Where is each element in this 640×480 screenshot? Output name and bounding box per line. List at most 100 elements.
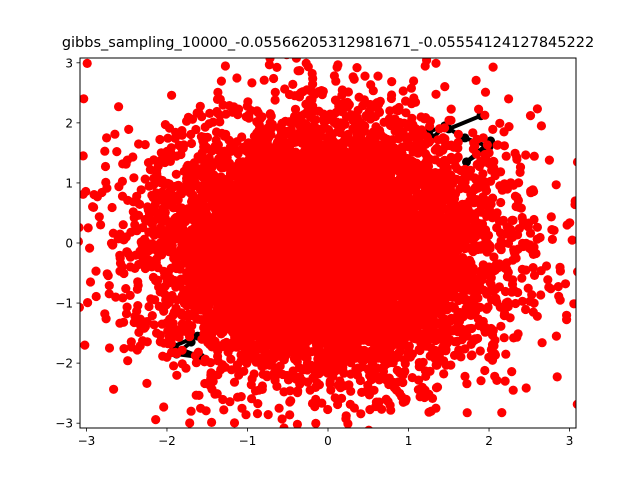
red-sample-point bbox=[474, 104, 484, 114]
red-sample-point bbox=[355, 375, 365, 386]
red-sample-point bbox=[373, 42, 382, 51]
red-sample-point bbox=[496, 197, 506, 208]
red-sample-point bbox=[496, 245, 506, 255]
red-sample-point bbox=[225, 397, 235, 407]
red-sample-point bbox=[303, 439, 312, 448]
red-sample-point bbox=[118, 293, 128, 303]
red-sample-point bbox=[280, 437, 289, 446]
red-sample-point bbox=[167, 90, 177, 100]
red-sample-point bbox=[4, 410, 13, 419]
red-sample-point bbox=[91, 291, 101, 302]
red-sample-point bbox=[551, 180, 561, 190]
red-sample-point bbox=[177, 359, 187, 369]
red-sample-point bbox=[63, 206, 72, 215]
red-sample-point bbox=[431, 89, 441, 99]
red-sample-point bbox=[118, 220, 128, 230]
red-sample-point bbox=[360, 71, 370, 81]
red-sample-point bbox=[350, 446, 359, 455]
red-sample-point bbox=[216, 76, 226, 86]
red-sample-point bbox=[270, 87, 280, 97]
red-sample-point bbox=[406, 83, 416, 93]
red-sample-point bbox=[440, 82, 450, 92]
red-sample-point bbox=[83, 298, 93, 308]
red-sample-point bbox=[462, 379, 472, 389]
red-sample-point bbox=[291, 58, 301, 63]
red-sample-point bbox=[247, 394, 257, 404]
red-sample-point bbox=[142, 378, 152, 388]
red-sample-point bbox=[279, 423, 289, 428]
red-sample-point bbox=[136, 185, 146, 195]
red-sample-point bbox=[314, 106, 324, 116]
red-sample-point bbox=[471, 75, 481, 85]
red-sample-point bbox=[311, 418, 321, 428]
red-sample-point bbox=[172, 370, 182, 380]
red-sample-point bbox=[468, 128, 478, 138]
red-sample-point bbox=[170, 133, 180, 143]
red-sample-point bbox=[392, 365, 402, 375]
red-sample-point bbox=[528, 263, 538, 273]
red-sample-point bbox=[191, 358, 201, 368]
red-sample-point bbox=[472, 149, 482, 159]
red-sample-point bbox=[480, 110, 490, 120]
red-sample-point bbox=[572, 399, 576, 409]
red-sample-point bbox=[323, 404, 333, 415]
red-sample-point bbox=[409, 76, 419, 86]
red-sample-point bbox=[80, 94, 89, 104]
red-sample-point bbox=[507, 367, 517, 377]
red-sample-point bbox=[117, 191, 128, 201]
red-sample-point bbox=[96, 220, 106, 230]
red-sample-point bbox=[80, 302, 84, 312]
red-sample-point bbox=[147, 311, 157, 321]
chart-title: gibbs_sampling_10000_-0.0556620531298167… bbox=[61, 35, 595, 51]
red-sample-point bbox=[326, 385, 336, 395]
red-sample-point bbox=[490, 371, 500, 381]
red-sample-point bbox=[140, 140, 150, 150]
red-sample-point bbox=[265, 58, 275, 63]
red-sample-point bbox=[229, 377, 240, 387]
red-sample-point bbox=[205, 108, 215, 118]
red-sample-point bbox=[146, 294, 156, 304]
red-sample-point bbox=[112, 147, 122, 157]
red-sample-point bbox=[124, 124, 134, 134]
red-sample-point bbox=[125, 290, 135, 300]
red-sample-point bbox=[237, 132, 247, 142]
red-sample-point bbox=[482, 140, 492, 150]
red-sample-point bbox=[547, 234, 558, 244]
red-sample-point bbox=[532, 222, 543, 232]
red-sample-point bbox=[177, 126, 187, 136]
red-sample-point bbox=[169, 361, 179, 371]
red-sample-point bbox=[215, 117, 225, 127]
red-sample-point bbox=[364, 425, 373, 428]
red-sample-point bbox=[573, 267, 576, 277]
red-sample-point bbox=[155, 337, 165, 347]
red-sample-point bbox=[398, 86, 408, 96]
red-sample-point bbox=[100, 161, 111, 172]
red-sample-point bbox=[553, 282, 563, 292]
red-sample-point bbox=[259, 75, 269, 85]
red-sample-point bbox=[572, 157, 576, 167]
red-sample-point bbox=[387, 77, 397, 87]
red-sample-point bbox=[252, 409, 263, 419]
red-sample-point bbox=[53, 236, 62, 245]
red-sample-point bbox=[352, 63, 362, 73]
red-sample-point bbox=[85, 243, 95, 253]
red-sample-point bbox=[94, 212, 104, 222]
red-sample-point bbox=[578, 195, 587, 204]
red-sample-point bbox=[495, 118, 505, 128]
red-sample-point bbox=[107, 202, 117, 213]
red-sample-point bbox=[151, 276, 161, 286]
red-sample-point bbox=[190, 351, 200, 361]
red-sample-point bbox=[160, 120, 170, 130]
red-sample-point bbox=[213, 87, 223, 97]
red-sample-point bbox=[246, 380, 256, 390]
red-sample-point bbox=[163, 133, 173, 143]
red-sample-point bbox=[620, 323, 629, 332]
red-sample-point bbox=[109, 384, 119, 394]
red-sample-point bbox=[307, 68, 317, 79]
red-sample-point bbox=[270, 95, 280, 105]
red-sample-point bbox=[219, 405, 229, 415]
red-sample-point bbox=[133, 280, 143, 290]
red-sample-point bbox=[100, 146, 110, 156]
red-sample-point bbox=[232, 73, 242, 83]
